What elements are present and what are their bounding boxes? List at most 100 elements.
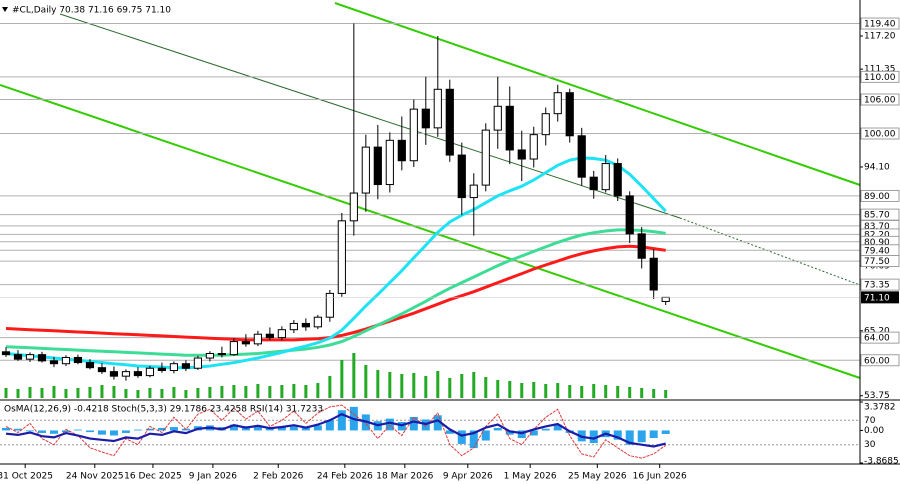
volume-bar	[256, 384, 260, 398]
volume-bar	[16, 389, 20, 398]
volume-bar	[424, 376, 428, 398]
level-label: 79.40	[864, 246, 890, 256]
candle-body	[541, 113, 550, 136]
candle-body	[313, 316, 322, 328]
level-label: 119.40	[864, 20, 896, 30]
osma-bar	[529, 430, 538, 436]
candle-body	[445, 88, 454, 156]
osma-bar	[229, 424, 238, 431]
candle-body	[433, 88, 442, 129]
volume-bar	[292, 384, 296, 398]
x-tick-label: 16 Jun 2026	[633, 472, 687, 482]
candle-body	[481, 129, 490, 186]
candle-body	[361, 146, 370, 194]
candle-body	[13, 354, 23, 360]
volume-bar	[652, 389, 656, 398]
candle-body	[37, 354, 47, 362]
x-tick-label: 24 Nov 2025	[66, 472, 124, 482]
volume-bar	[532, 382, 536, 398]
level-label: 82.20	[864, 230, 890, 240]
last-price-label: 71.10	[864, 293, 890, 303]
candle-body	[373, 146, 382, 186]
x-tick-label: 9 Jan 2026	[189, 472, 237, 482]
osma-bar	[25, 430, 34, 432]
last-price-box	[861, 291, 899, 304]
y-tick-label: 111.35	[864, 65, 896, 75]
osma-bar	[541, 428, 550, 431]
osma-bar	[13, 428, 22, 431]
volume-bar	[244, 386, 248, 398]
candle-body	[265, 333, 274, 339]
osma-bar	[85, 430, 94, 433]
volume-bar	[412, 373, 416, 398]
volume-bar	[568, 385, 572, 398]
level-label: 100.00	[864, 130, 896, 140]
candle-body	[337, 220, 346, 294]
volume-bar	[196, 388, 200, 398]
volume-bar	[184, 390, 188, 398]
osma-bar	[61, 430, 70, 433]
trend-line	[679, 217, 861, 286]
level-label: 106.00	[864, 96, 896, 106]
level-label-box	[860, 17, 900, 30]
menu-icon[interactable]	[2, 7, 8, 12]
candle-body	[157, 367, 167, 372]
volume-bar	[4, 388, 8, 398]
volume-bar	[436, 371, 440, 398]
stoch	[5, 404, 666, 459]
candle-body	[193, 357, 203, 369]
level-label-box	[860, 255, 900, 267]
volume-bar	[472, 372, 476, 398]
osma-bar	[457, 430, 466, 444]
candle-body	[505, 105, 514, 151]
candle-body	[61, 356, 71, 365]
candle-body	[457, 154, 466, 199]
osma-bar	[469, 430, 478, 449]
candle-body	[421, 108, 430, 129]
volume-bar	[484, 377, 488, 398]
x-tick-label: 24 Feb 2026	[317, 472, 373, 482]
x-tick-label: 31 Oct 2025	[0, 472, 53, 482]
x-tick-label: 2 Feb 2026	[253, 472, 304, 482]
candle-body	[553, 92, 562, 115]
volume-bar	[28, 387, 32, 398]
candle-body	[145, 367, 155, 377]
osma-bar	[517, 430, 526, 439]
candle-body	[169, 363, 179, 372]
volume-bar	[280, 385, 284, 398]
rsi	[5, 412, 666, 448]
osma-bar	[157, 427, 166, 431]
y2-tick-label: 70	[864, 416, 876, 426]
candle-body	[205, 352, 215, 359]
osma-bar	[109, 430, 118, 436]
osma-bar	[589, 430, 598, 444]
level-label-box	[860, 278, 900, 291]
volume-bar	[304, 385, 308, 398]
x-tick-label: 16 Dec 2025	[124, 472, 182, 482]
y-tick-label: 53.75	[864, 391, 890, 401]
candle-body	[277, 329, 286, 339]
osma-bar	[253, 425, 262, 431]
volume-bar	[100, 385, 104, 398]
level-label: 110.00	[864, 73, 896, 83]
candle-body	[289, 322, 298, 331]
osma-bar	[277, 427, 286, 431]
x-tick-label: 1 May 2026	[504, 472, 557, 482]
osma-bar	[313, 425, 322, 431]
volume-bar	[388, 372, 392, 398]
candle-body	[25, 354, 35, 360]
osma-bar	[1, 427, 10, 431]
osma-bar	[37, 430, 46, 433]
volume-bar	[364, 365, 368, 398]
candle-body	[589, 176, 598, 191]
candle-body	[493, 105, 502, 131]
candle-body	[625, 195, 634, 235]
level-label: 83.70	[864, 222, 890, 232]
candle-body	[601, 163, 610, 191]
volume-bar	[448, 378, 452, 398]
volume-bar	[604, 385, 608, 398]
candle-body	[517, 149, 526, 160]
volume-bar	[616, 386, 620, 398]
osma-bar	[289, 426, 298, 431]
